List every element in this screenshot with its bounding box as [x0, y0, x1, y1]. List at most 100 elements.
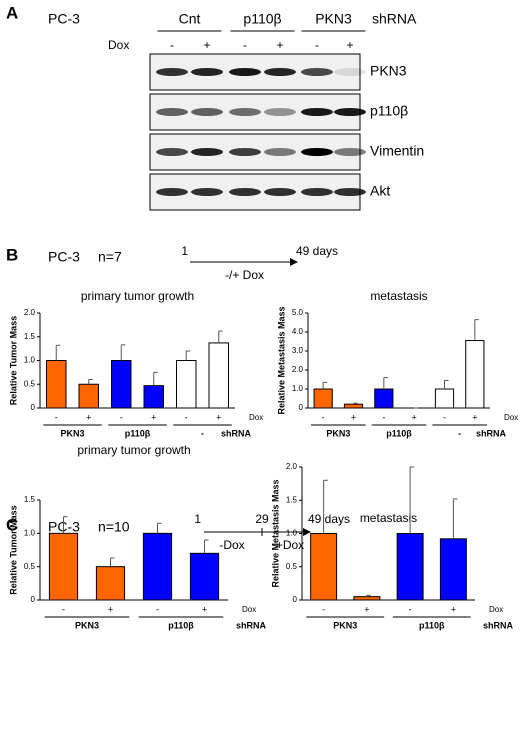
- shrna-label: shRNA: [236, 620, 267, 630]
- y-tick-label: 1.0: [286, 529, 298, 538]
- dox-sign: -: [243, 38, 247, 52]
- dox-sign: +: [276, 38, 283, 52]
- group-label: p110β: [125, 428, 151, 438]
- y-tick-label: 1.0: [292, 384, 304, 393]
- dox-sign: +: [472, 412, 477, 422]
- band: [229, 108, 261, 116]
- group-label: PKN3: [326, 428, 350, 438]
- y-tick-label: 5.0: [292, 308, 304, 317]
- bar: [343, 403, 364, 409]
- dox-sign: -: [156, 604, 159, 614]
- band: [334, 148, 366, 156]
- dox-sign: -: [120, 412, 123, 422]
- timeline-start: 1: [194, 512, 201, 526]
- bar: [465, 340, 485, 409]
- blot-label: Vimentin: [370, 143, 424, 159]
- y-tick-label: 1.5: [24, 495, 36, 504]
- bar: [95, 566, 126, 601]
- dox-sign: +: [203, 38, 210, 52]
- dox-sign: +: [108, 604, 113, 614]
- dox-sign: -: [315, 38, 319, 52]
- blot-label: Akt: [370, 183, 390, 199]
- timeline-start: 1: [181, 244, 188, 258]
- group-label: PKN3: [333, 620, 357, 630]
- dox-sign: -: [170, 38, 174, 52]
- timeline-end: 49 days: [296, 244, 338, 258]
- group-label: PKN3: [315, 11, 352, 27]
- band: [229, 68, 261, 76]
- dox-sign: +: [364, 604, 369, 614]
- timeline-end: 49 days: [308, 512, 350, 526]
- dox-label: Dox: [108, 38, 129, 52]
- band: [301, 108, 333, 116]
- y-tick-label: 0: [293, 595, 298, 604]
- group-label: PKN3: [75, 620, 99, 630]
- dox-sign: -: [322, 604, 325, 614]
- timeline-mid: 29: [255, 512, 269, 526]
- band: [264, 108, 296, 116]
- dox-sign: -: [55, 412, 58, 422]
- band: [156, 148, 188, 156]
- band: [229, 148, 261, 156]
- band: [301, 148, 333, 156]
- bar: [111, 360, 132, 409]
- band: [191, 148, 223, 156]
- bar: [176, 360, 197, 409]
- dox-sign: +: [202, 604, 207, 614]
- dox-sign: -: [409, 604, 412, 614]
- band: [156, 68, 188, 76]
- y-tick-label: 0.5: [24, 562, 36, 571]
- band: [191, 68, 223, 76]
- y-tick-label: 2.0: [292, 365, 304, 374]
- band: [156, 108, 188, 116]
- timeline-treatment: -/+ Dox: [225, 268, 264, 282]
- y-axis-label: Relative Tumor Mass: [8, 505, 18, 594]
- y-tick-label: 0.5: [286, 562, 298, 571]
- y-tick-label: 4.0: [292, 327, 304, 336]
- band: [334, 108, 366, 116]
- bar: [439, 538, 467, 601]
- band: [264, 68, 296, 76]
- dox-label: Dox: [249, 413, 263, 422]
- bar: [310, 533, 338, 601]
- bar: [142, 532, 173, 601]
- group-label: -: [201, 428, 204, 438]
- cell-line: PC-3: [48, 11, 80, 27]
- bar: [313, 388, 333, 409]
- band: [301, 68, 333, 76]
- y-tick-label: 0: [299, 403, 304, 412]
- dox-sign: +: [86, 412, 91, 422]
- dox-sign: +: [351, 412, 356, 422]
- n-label: n=7: [98, 249, 122, 265]
- band: [191, 108, 223, 116]
- group-label: p110β: [243, 11, 281, 27]
- bar: [78, 383, 99, 409]
- bar: [48, 532, 79, 601]
- y-tick-label: 2.0: [24, 308, 36, 317]
- band: [301, 188, 333, 196]
- chart-title: metastasis: [370, 289, 427, 303]
- shrna-label: shRNA: [476, 428, 507, 438]
- dox-sign: +: [412, 412, 417, 422]
- cell-line: PC-3: [48, 519, 80, 535]
- panel-label: C: [6, 515, 18, 534]
- dox-label: Dox: [504, 413, 518, 422]
- n-label: n=10: [98, 519, 130, 535]
- blot-label: PKN3: [370, 63, 407, 79]
- y-tick-label: 1.0: [24, 528, 36, 537]
- dox-sign: -: [185, 412, 188, 422]
- y-tick-label: 1.5: [286, 495, 298, 504]
- group-label: -: [458, 428, 461, 438]
- band: [156, 188, 188, 196]
- group-label: p110β: [386, 428, 412, 438]
- dox-label: Dox: [242, 605, 256, 614]
- bar: [143, 385, 164, 409]
- dox-sign: -: [382, 412, 385, 422]
- bar: [46, 360, 67, 409]
- dox-sign: +: [451, 604, 456, 614]
- y-tick-label: 2.0: [286, 462, 298, 471]
- y-axis-label: Relative Metastasis Mass: [270, 479, 280, 587]
- bar: [374, 388, 394, 409]
- band: [334, 188, 366, 196]
